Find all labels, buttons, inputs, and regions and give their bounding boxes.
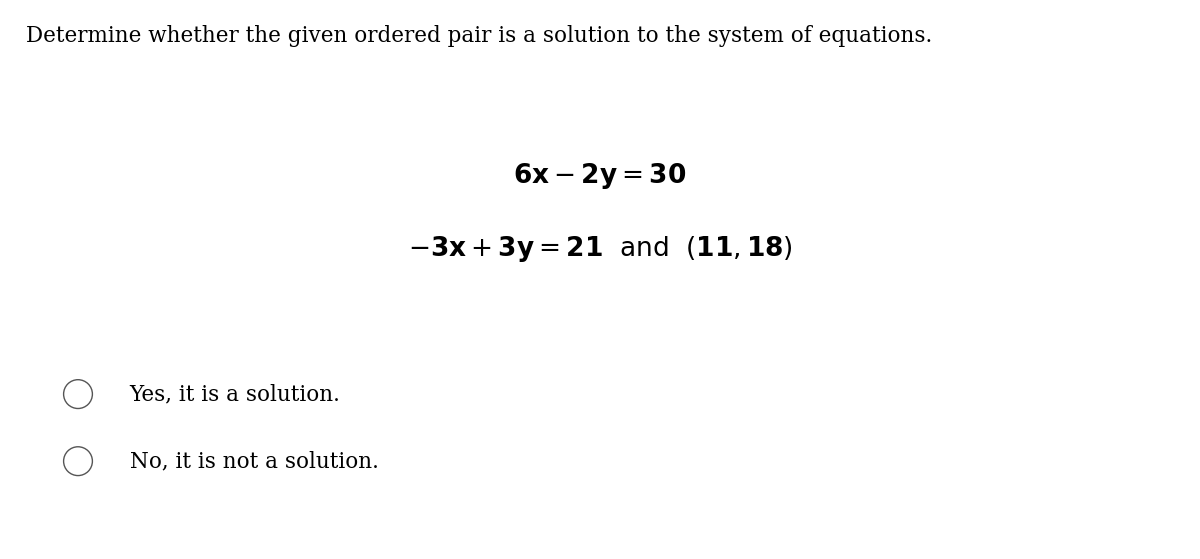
Text: $\mathbf{6x} - \mathbf{2y} = \mathbf{30}$: $\mathbf{6x} - \mathbf{2y} = \mathbf{30}…: [514, 161, 686, 191]
Text: Determine whether the given ordered pair is a solution to the system of equation: Determine whether the given ordered pair…: [26, 25, 932, 47]
Text: $-\mathbf{3x} + \mathbf{3y} = \mathbf{21}$  and  $(\mathbf{11},\mathbf{18})$: $-\mathbf{3x} + \mathbf{3y} = \mathbf{21…: [408, 234, 792, 264]
Text: Yes, it is a solution.: Yes, it is a solution.: [130, 383, 341, 405]
Text: No, it is not a solution.: No, it is not a solution.: [130, 450, 378, 472]
